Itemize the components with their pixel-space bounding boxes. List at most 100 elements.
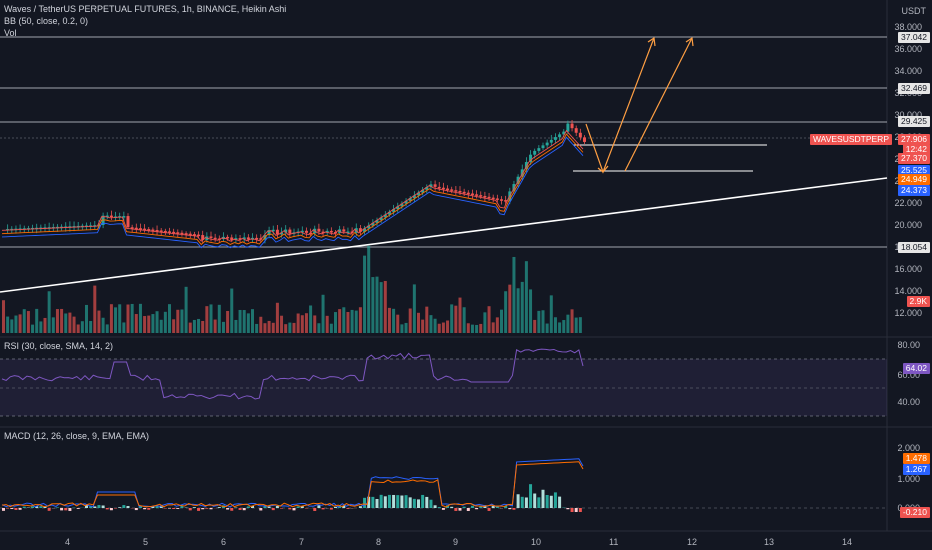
rsi-level-60: 60.00 xyxy=(897,370,920,380)
candle xyxy=(500,199,503,201)
last-price-tag: 27.906 xyxy=(898,134,930,145)
macd-histogram-bar xyxy=(147,508,151,510)
volume-bar xyxy=(168,304,171,333)
macd-histogram-bar xyxy=(39,506,43,508)
volume-bar xyxy=(234,319,238,333)
volume-bar xyxy=(375,276,379,333)
volume-bar xyxy=(371,277,375,333)
macd-histogram-bar xyxy=(201,508,205,510)
candle xyxy=(109,215,113,218)
candle xyxy=(325,230,329,233)
volume-bar xyxy=(271,322,275,333)
macd-histogram-bar xyxy=(47,508,51,511)
bb-legend[interactable]: BB (50, close, 0.2, 0) xyxy=(4,16,89,26)
volume-bar xyxy=(354,310,358,333)
macd-histogram-bar xyxy=(31,506,35,508)
volume-bar xyxy=(275,302,279,333)
volume-bar xyxy=(26,311,30,333)
candle xyxy=(155,230,159,232)
projection-arrow-2 xyxy=(624,37,693,172)
volume-bar xyxy=(259,316,263,333)
volume-bar xyxy=(89,321,93,333)
candle xyxy=(159,230,163,232)
volume-bar xyxy=(408,308,412,333)
volume-bar xyxy=(495,317,499,333)
macd-histogram-bar xyxy=(267,506,271,508)
volume-bar xyxy=(304,313,308,333)
trendline xyxy=(0,177,888,293)
volume-bar xyxy=(412,284,416,333)
candle xyxy=(230,237,234,241)
macd-histogram-bar xyxy=(296,506,300,508)
candle xyxy=(425,187,429,190)
volume-bar xyxy=(462,307,466,333)
macd-histogram-bar xyxy=(574,508,578,512)
candle xyxy=(255,237,259,240)
candle xyxy=(130,227,134,229)
candle xyxy=(470,193,474,196)
volume-bar xyxy=(192,319,196,333)
macd-histogram-bar xyxy=(537,497,541,508)
volume-bar xyxy=(537,310,541,333)
volume-bar xyxy=(570,309,574,333)
macd-histogram-bar xyxy=(441,508,445,510)
bb-lower-tag: 25.525 xyxy=(898,165,930,176)
volume-bar xyxy=(80,321,84,333)
macd-histogram-bar xyxy=(68,508,72,511)
candle xyxy=(126,216,130,228)
macd-histogram-bar xyxy=(383,496,387,508)
candle xyxy=(570,123,574,129)
candle xyxy=(163,230,167,233)
macd-histogram-bar xyxy=(10,508,14,509)
macd-histogram-bar xyxy=(429,499,433,508)
candle xyxy=(450,189,454,191)
volume-bar xyxy=(64,313,68,333)
volume-bar xyxy=(267,320,271,333)
macd-histogram-bar xyxy=(151,506,155,508)
macd-histogram-bar xyxy=(421,494,425,508)
candle xyxy=(358,228,362,232)
time-tick: 14 xyxy=(842,537,853,547)
symbol-legend[interactable]: Waves / TetherUS PERPETUAL FUTURES, 1h, … xyxy=(4,4,287,14)
volume-bar xyxy=(417,312,420,333)
price-tick: 38.000 xyxy=(894,22,922,32)
candle xyxy=(184,233,188,235)
volume-bar xyxy=(346,311,350,333)
volume-bar xyxy=(475,324,479,333)
vol-legend[interactable]: Vol xyxy=(4,28,17,38)
macd-histogram-bar xyxy=(14,508,18,510)
macd-histogram-bar xyxy=(188,508,192,511)
volume-bar xyxy=(425,306,429,333)
macd-histogram-bar xyxy=(64,508,68,511)
time-tick: 7 xyxy=(299,537,305,547)
macd-histogram-bar xyxy=(412,498,416,508)
candle xyxy=(105,215,109,218)
rsi-legend[interactable]: RSI (30, close, SMA, 14, 2) xyxy=(4,341,114,351)
candle xyxy=(226,236,230,239)
time-tick: 9 xyxy=(453,537,459,547)
macd-histogram-bar xyxy=(491,506,495,508)
candle xyxy=(549,139,553,143)
macd-legend[interactable]: MACD (12, 26, close, 9, EMA, EMA) xyxy=(4,431,150,441)
volume-bar xyxy=(396,314,400,333)
volume-bar xyxy=(188,322,192,333)
volume-bar xyxy=(221,321,225,333)
volume-bar xyxy=(72,316,76,333)
macd-histogram-bar xyxy=(512,508,516,510)
candle xyxy=(134,227,138,230)
volume-bar xyxy=(251,309,254,333)
macd-histogram-bar xyxy=(76,508,80,509)
macd-histogram-bar xyxy=(275,506,279,508)
macd-histogram-bar xyxy=(292,508,296,511)
volume-bar xyxy=(51,317,55,333)
macd-histogram-bar xyxy=(238,508,242,510)
projection-arrow-1 xyxy=(585,37,655,174)
macd-histogram-bar xyxy=(541,489,545,508)
candle xyxy=(168,231,171,233)
macd-line xyxy=(1,458,584,508)
volume-bar xyxy=(6,316,10,333)
signal-tag: 1.267 xyxy=(902,464,930,475)
candle xyxy=(275,229,279,235)
macd-histogram-bar xyxy=(105,508,109,510)
